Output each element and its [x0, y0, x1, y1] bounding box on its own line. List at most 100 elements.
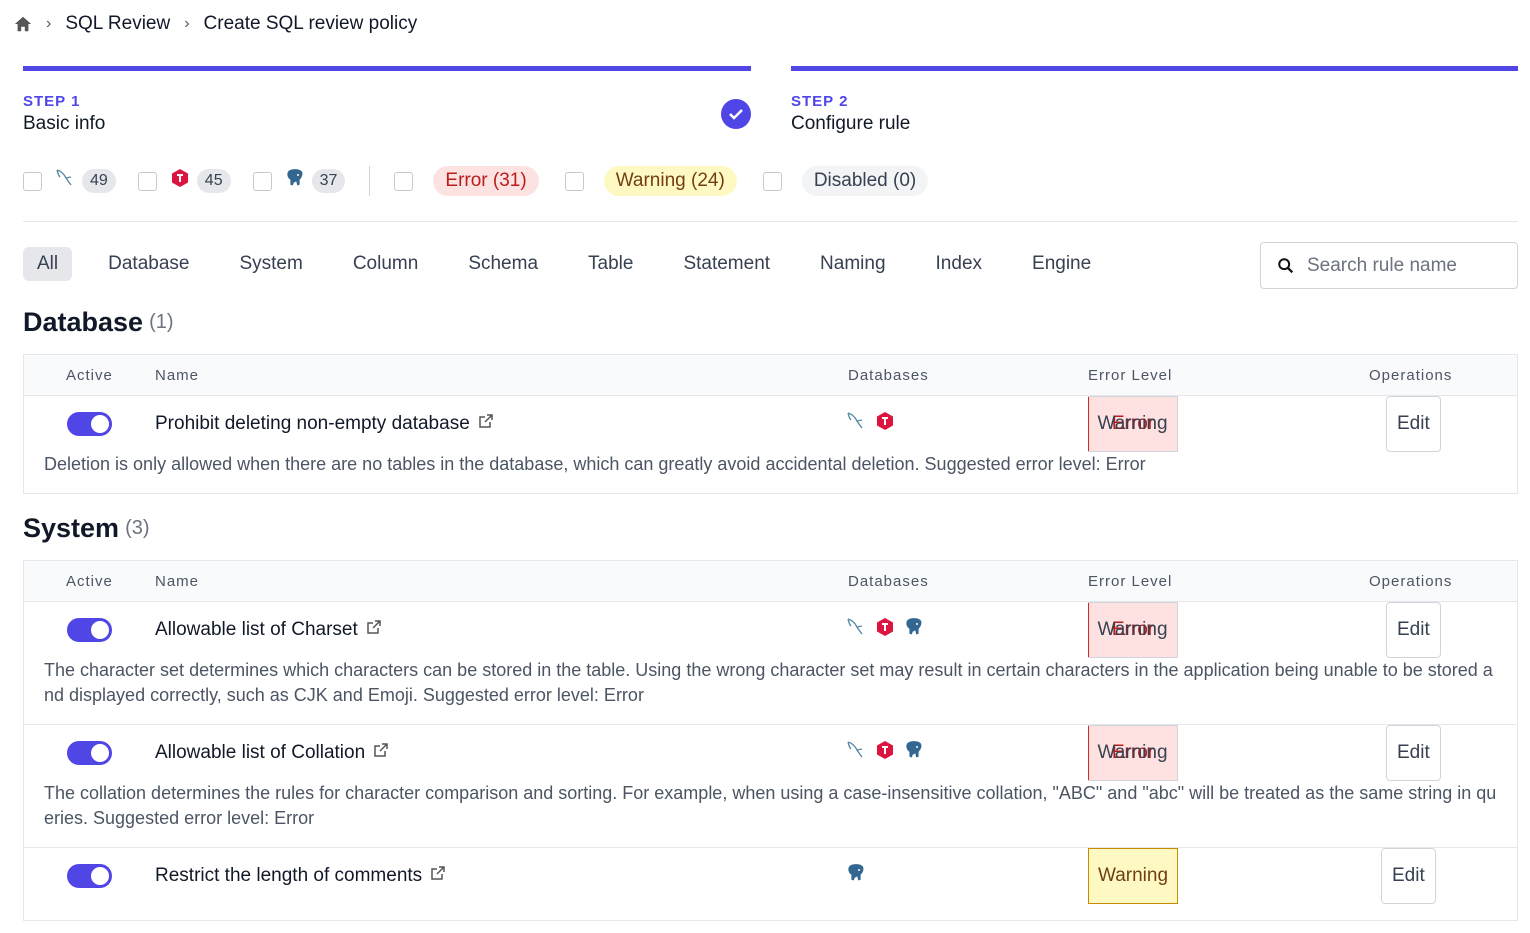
external-link-icon[interactable]	[478, 413, 494, 435]
count-badge: 45	[196, 169, 231, 193]
engine-icon	[903, 739, 925, 767]
step-label: STEP 2	[791, 93, 849, 110]
header-cell: Databases	[848, 572, 929, 590]
tab[interactable]: All	[23, 247, 73, 281]
engine-filter[interactable]: 37	[252, 167, 346, 195]
tab[interactable]: Naming	[820, 253, 886, 274]
tab[interactable]: Index	[935, 253, 983, 274]
engine-icon	[845, 410, 867, 438]
engine-icon	[874, 616, 896, 644]
edit-button[interactable]: Edit	[1386, 602, 1441, 658]
checkbox[interactable]	[252, 171, 272, 191]
rule-name: Allowable list of Charset	[155, 619, 358, 640]
rule-sections: Database (1) Active Name Databases Error Leve…	[23, 300, 1518, 933]
step[interactable]: STEP 1 Basic info	[23, 66, 751, 136]
tab[interactable]: Column	[352, 253, 419, 274]
level-button[interactable]: Error	[1088, 396, 1178, 452]
tab[interactable]: Statement	[683, 253, 771, 274]
active-toggle[interactable]	[67, 412, 112, 436]
name-cell: Allowable list of Collation	[155, 725, 389, 781]
rule-table: Active Name Databases Error Level Operations…	[23, 560, 1518, 921]
engine-filter[interactable]: 45	[137, 167, 231, 195]
header-cell: Name	[155, 572, 200, 590]
search-box[interactable]: Search rule name	[1260, 242, 1518, 289]
name-cell: Prohibit deleting non-empty database	[155, 396, 494, 452]
search-placeholder: Search rule name	[1307, 254, 1457, 276]
section-name: Database	[23, 306, 144, 337]
level-filter[interactable]: Disabled (0)	[762, 166, 929, 196]
rule-table: Active Name Databases Error Level Operations…	[23, 354, 1518, 494]
home-icon[interactable]	[14, 15, 32, 33]
tabs: All Database System Column Schema Table Statem…	[23, 247, 1127, 281]
active-toggle[interactable]	[67, 741, 112, 765]
engine-icon	[845, 739, 867, 767]
header-cell: Error Level	[1088, 366, 1173, 384]
count-badge: 37	[311, 169, 346, 193]
checkbox[interactable]	[23, 171, 42, 191]
header-cell: Operations	[1369, 366, 1453, 384]
step[interactable]: STEP 2 Configure rule	[791, 66, 1518, 136]
step-bar	[23, 66, 751, 71]
edit-button[interactable]: Edit	[1381, 848, 1436, 904]
level-button[interactable]: Error	[1088, 725, 1178, 781]
section-count: (3)	[125, 516, 150, 539]
page: › SQL Review › Create SQL review policy …	[14, 13, 1518, 921]
rule-description: The character set determines which chara…	[44, 660, 1493, 705]
tab[interactable]: Schema	[468, 253, 539, 274]
rule-main: Allowable list of Charset Error Warning Edi…	[24, 602, 1517, 658]
rule-row: Prohibit deleting non-empty database Erro…	[24, 396, 1517, 493]
active-toggle[interactable]	[67, 864, 112, 888]
checkbox[interactable]	[394, 171, 414, 191]
engines-cell	[845, 848, 867, 904]
external-link-icon[interactable]	[430, 865, 446, 887]
rule-row: Restrict the length of commentsErrorWarn…	[24, 848, 1517, 920]
table-header: Active Name Databases Error Level Operations	[24, 561, 1517, 602]
tab[interactable]: System	[239, 253, 303, 274]
count-badge: 49	[82, 169, 116, 193]
section-name: System	[23, 512, 120, 543]
level-button[interactable]: Warning	[1088, 396, 1178, 452]
tab[interactable]: Table	[588, 253, 634, 274]
separator: ›	[184, 15, 190, 32]
rule-main: Prohibit deleting non-empty database Erro…	[24, 396, 1517, 452]
level-button[interactable]: Warning	[1088, 725, 1178, 781]
step-done-icon	[721, 99, 751, 129]
engine-icon	[54, 167, 76, 195]
rule-name: Prohibit deleting non-empty database	[155, 413, 470, 434]
crumb: Create SQL review policy	[203, 13, 418, 34]
name-cell: Restrict the length of comments	[155, 848, 446, 904]
engine-icon	[874, 410, 896, 438]
crumb[interactable]: SQL Review	[65, 13, 171, 34]
engine-filter[interactable]: 49	[23, 167, 116, 195]
external-link-icon[interactable]	[373, 742, 389, 764]
header-cell: Active	[66, 366, 113, 384]
active-toggle[interactable]	[67, 618, 112, 642]
rule-name: Restrict the length of comments	[155, 865, 423, 886]
section-count: (1)	[149, 310, 174, 333]
tab[interactable]: Engine	[1032, 253, 1092, 274]
level-filter[interactable]: Warning (24)	[564, 166, 737, 196]
external-link-icon[interactable]	[366, 619, 382, 641]
engines-cell	[845, 725, 925, 781]
level-filter[interactable]: Error (31)	[394, 166, 539, 196]
engines-cell	[845, 396, 896, 452]
rule-name: Allowable list of Collation	[155, 742, 366, 763]
level-badge: Error (31)	[433, 166, 539, 196]
checkbox[interactable]	[137, 171, 157, 191]
engines-cell	[845, 602, 925, 658]
step-label: STEP 1	[23, 93, 81, 110]
rule-description: Deletion is only allowed when there are …	[44, 454, 1146, 474]
checkbox[interactable]	[564, 171, 584, 191]
level-button[interactable]: Warning	[1088, 848, 1178, 904]
header-cell: Operations	[1369, 572, 1453, 590]
edit-button[interactable]: Edit	[1386, 396, 1441, 452]
rule-row: Allowable list of Collation Error Warning E…	[24, 725, 1517, 848]
rule-main: Allowable list of Collation Error Warning E…	[24, 725, 1517, 781]
level-button[interactable]: Error	[1088, 602, 1178, 658]
separator	[369, 166, 371, 196]
edit-button[interactable]: Edit	[1386, 725, 1441, 781]
checkbox[interactable]	[762, 171, 782, 191]
level-button[interactable]: Warning	[1088, 602, 1178, 658]
tab[interactable]: Database	[108, 253, 190, 274]
section-title: System (3)	[23, 506, 1518, 550]
